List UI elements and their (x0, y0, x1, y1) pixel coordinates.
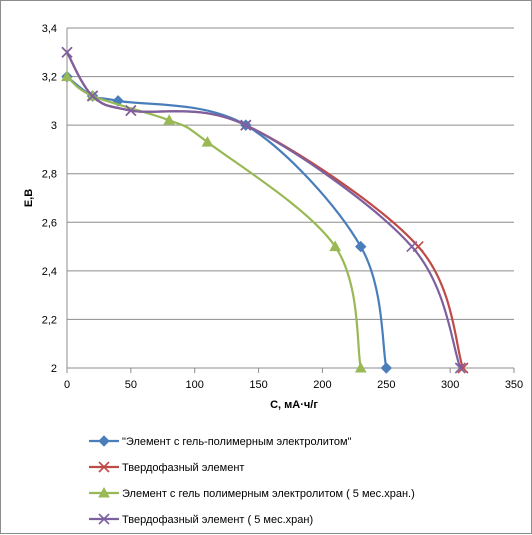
series-4-line (66, 51, 462, 369)
y-axis-title: Е,В (23, 189, 35, 207)
series-3-point-4 (329, 240, 342, 252)
legend-marker-2 (98, 461, 110, 473)
series-4-point-2 (125, 105, 137, 117)
legend-label-2: Твердофазный элемент (122, 462, 244, 474)
legend-item-1: "Элемент с гель-полимерным электролитом" (89, 435, 352, 448)
x-axis-title: С, мА·ч/г (270, 399, 318, 411)
y-tick-label-4: 2,8 (42, 169, 57, 181)
y-tick-label-2: 2,4 (42, 266, 57, 278)
y-tick-label-7: 3,4 (42, 23, 57, 35)
legend-label-3: Элемент с гель полимерным электролитом (… (122, 488, 415, 500)
x-tick-label-3: 150 (249, 379, 267, 391)
x-tick-label-5: 250 (377, 379, 395, 391)
series-3-point-3 (201, 136, 214, 147)
series-2-line (66, 51, 464, 369)
x-tick-label-0: 0 (64, 379, 70, 391)
y-tick-label-3: 2,6 (42, 217, 57, 229)
x-tick-label-4: 200 (313, 379, 331, 391)
x-tick-label-1: 50 (125, 379, 137, 391)
legend-marker-1 (98, 435, 110, 447)
legend-item-4: Твердофазный элемент ( 5 мес.хран) (89, 513, 313, 526)
legend-item-2: Твердофазный элемент (89, 461, 244, 474)
series-4-point-0 (61, 46, 73, 58)
legend-marker-4 (98, 513, 110, 525)
x-tick-label-7: 350 (505, 379, 523, 391)
y-tick-label-0: 2 (51, 363, 57, 375)
series-4-point-5 (454, 362, 466, 374)
series-4-point-3 (240, 119, 252, 131)
y-tick-label-1: 2,2 (42, 314, 57, 326)
y-tick-label-6: 3,2 (42, 72, 57, 84)
series-2 (61, 46, 469, 374)
series-3-point-2 (163, 114, 176, 125)
y-tick-label-5: 3 (51, 120, 57, 132)
series-3-point-0 (61, 70, 73, 82)
series-1-point-5 (380, 362, 392, 374)
series-4-point-4 (406, 241, 418, 253)
x-tick-label-2: 100 (186, 379, 204, 391)
legend-item-3: Элемент с гель полимерным электролитом (… (89, 486, 415, 500)
x-tick-label-6: 300 (441, 379, 459, 391)
legend-label-1: "Элемент с гель-полимерным электролитом" (122, 436, 352, 448)
series-1-point-4 (355, 240, 367, 253)
series-4 (61, 46, 466, 374)
legend-label-4: Твердофазный элемент ( 5 мес.хран) (122, 514, 313, 526)
series-3-point-5 (354, 361, 367, 373)
series-4-point-1 (86, 90, 99, 102)
legend-marker-3 (98, 486, 110, 498)
